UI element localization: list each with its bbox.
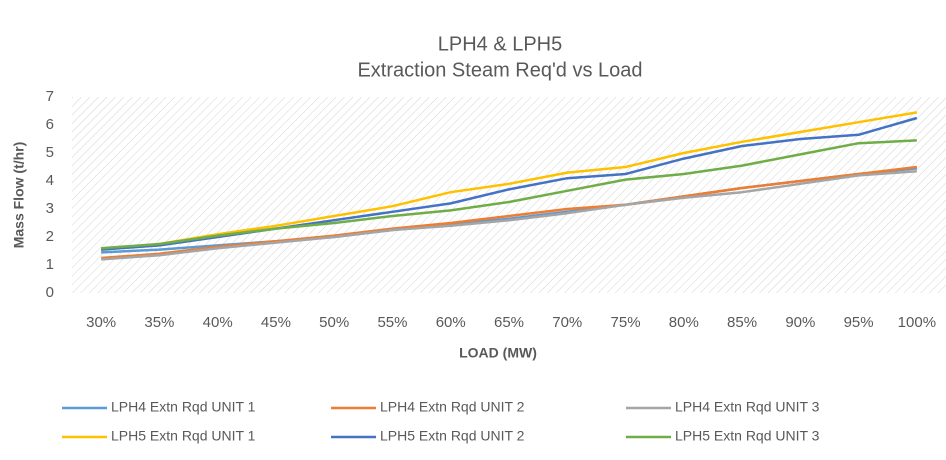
x-tick-label: 85% <box>727 314 757 331</box>
y-tick-label: 7 <box>46 88 54 105</box>
x-tick-label: 55% <box>377 314 407 331</box>
x-tick-label: 35% <box>144 314 174 331</box>
series-line <box>101 169 917 261</box>
legend-label: LPH4 Extn Rqd UNIT 2 <box>380 399 525 415</box>
x-tick-label: 65% <box>494 314 524 331</box>
x-tick-label: 100% <box>898 314 936 331</box>
x-tick-label: 50% <box>319 314 349 331</box>
x-tick-label: 70% <box>552 314 582 331</box>
x-axis-label: LOAD (MW) <box>459 345 537 361</box>
x-tick-label: 95% <box>844 314 874 331</box>
y-tick-label: 2 <box>46 228 54 245</box>
x-tick-label: 40% <box>203 314 233 331</box>
y-tick-label: 5 <box>46 144 54 161</box>
x-tick-label: 30% <box>86 314 116 331</box>
legend-label: LPH4 Extn Rqd UNIT 1 <box>111 399 256 415</box>
y-tick-label: 1 <box>46 256 54 273</box>
x-tick-label: 45% <box>261 314 291 331</box>
y-axis-label: Mass Flow (t/hr) <box>11 142 27 249</box>
x-tick-label: 60% <box>436 314 466 331</box>
series-line <box>101 139 917 250</box>
legend-label: LPH4 Extn Rqd UNIT 3 <box>675 399 820 415</box>
legend-label: LPH5 Extn Rqd UNIT 2 <box>380 428 525 444</box>
plot-area <box>72 97 946 293</box>
x-tick-label: 90% <box>785 314 815 331</box>
y-tick-label: 6 <box>46 116 54 133</box>
chart-title: LPH4 & LPH5 <box>438 33 563 55</box>
legend-label: LPH5 Extn Rqd UNIT 1 <box>111 428 256 444</box>
y-tick-label: 0 <box>46 284 54 301</box>
chart-subtitle: Extraction Steam Req'd vs Load <box>357 59 642 81</box>
y-tick-label: 4 <box>46 172 54 189</box>
series-line <box>101 165 918 260</box>
y-tick-label: 3 <box>46 200 54 217</box>
series-line <box>101 111 918 251</box>
legend-label: LPH5 Extn Rqd UNIT 3 <box>675 428 820 444</box>
x-tick-label: 80% <box>669 314 699 331</box>
x-tick-label: 75% <box>611 314 641 331</box>
